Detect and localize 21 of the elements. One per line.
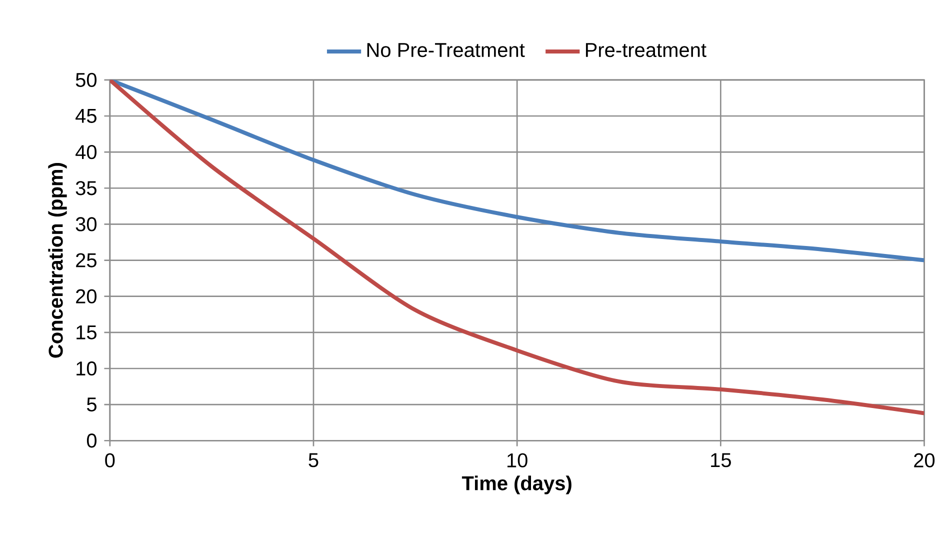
- y-tick-label: 0: [86, 434, 97, 448]
- legend-label: No Pre-Treatment: [367, 43, 525, 58]
- y-tick-label: 5: [86, 398, 96, 412]
- y-tick-label: 50: [76, 73, 97, 88]
- x-axis-title: Time (days): [462, 476, 572, 494]
- y-tick-label: 25: [76, 253, 96, 268]
- x-tick-label: 20: [914, 453, 935, 468]
- y-tick-label: 40: [76, 145, 97, 160]
- y-tick-label: 15: [76, 326, 96, 340]
- y-tick-label: 35: [76, 181, 96, 196]
- legend-label: Pre-treatment: [586, 43, 706, 58]
- x-tick-label: 10: [507, 453, 528, 468]
- y-tick-label: 10: [76, 362, 97, 376]
- y-tick-label: 45: [76, 109, 96, 124]
- y-tick-label: 20: [76, 289, 97, 304]
- x-tick-label: 15: [711, 453, 731, 468]
- line-series: [110, 80, 924, 416]
- x-tick-label: 0: [105, 453, 115, 468]
- x-tick-label: 5: [308, 453, 318, 468]
- y-axis-title: Concentration (ppm): [48, 163, 67, 358]
- y-tick-label: 30: [76, 217, 97, 232]
